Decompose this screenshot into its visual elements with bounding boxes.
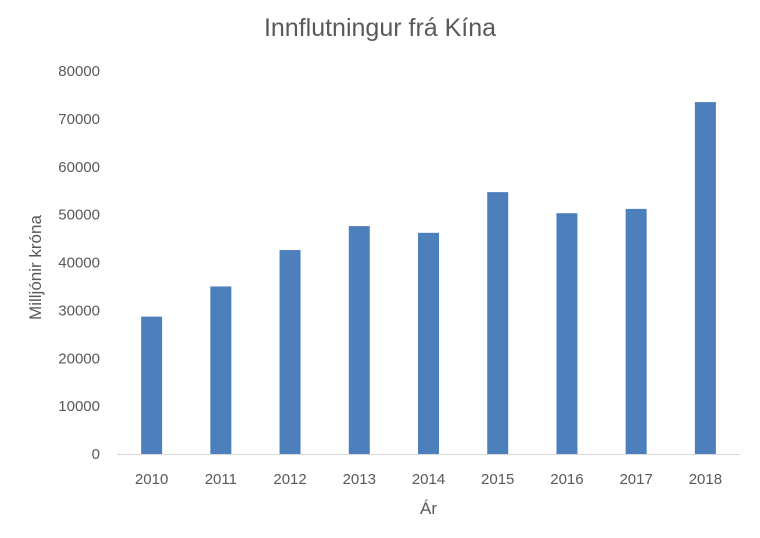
- bar-2014: [418, 232, 439, 454]
- bars-layer: [141, 102, 716, 455]
- bar-2010: [141, 316, 163, 454]
- bar-2011: [210, 286, 232, 454]
- x-axis-ticks: 2010 2011 2012 2013 2014 2015 2016 2017 2018: [135, 471, 722, 488]
- bar-2016: [556, 213, 578, 454]
- y-tick-label: 70000: [58, 111, 100, 128]
- x-tick-label: 2016: [550, 471, 583, 488]
- x-tick-label: 2011: [205, 471, 237, 488]
- y-tick-label: 40000: [58, 255, 100, 272]
- bar-2018: [694, 102, 716, 455]
- y-axis-ticks: 0 10000 20000 30000 40000 50000 60000 70000 8000…: [58, 63, 100, 463]
- x-tick-label: 2018: [689, 471, 722, 488]
- y-axis-title: Milljónir króna: [26, 215, 45, 320]
- y-tick-label: 60000: [58, 159, 100, 176]
- x-tick-label: 2012: [273, 471, 306, 488]
- bar-2015: [487, 192, 509, 454]
- y-tick-label: 80000: [58, 63, 100, 80]
- y-tick-label: 10000: [58, 398, 100, 415]
- x-tick-label: 2017: [619, 471, 652, 488]
- x-tick-label: 2013: [343, 471, 376, 488]
- y-tick-label: 30000: [58, 302, 100, 319]
- bar-2012: [279, 250, 301, 454]
- bar-2013: [348, 226, 370, 454]
- x-tick-label: 2015: [481, 471, 514, 488]
- y-tick-label: 50000: [58, 207, 100, 224]
- y-tick-label: 0: [92, 446, 100, 463]
- x-tick-label: 2010: [135, 471, 168, 488]
- chart-title: Innflutningur frá Kína: [263, 14, 497, 42]
- bar-2017: [625, 208, 647, 454]
- x-axis-title: Ár: [420, 499, 437, 518]
- y-tick-label: 20000: [58, 350, 100, 367]
- x-tick-label: 2014: [412, 471, 445, 488]
